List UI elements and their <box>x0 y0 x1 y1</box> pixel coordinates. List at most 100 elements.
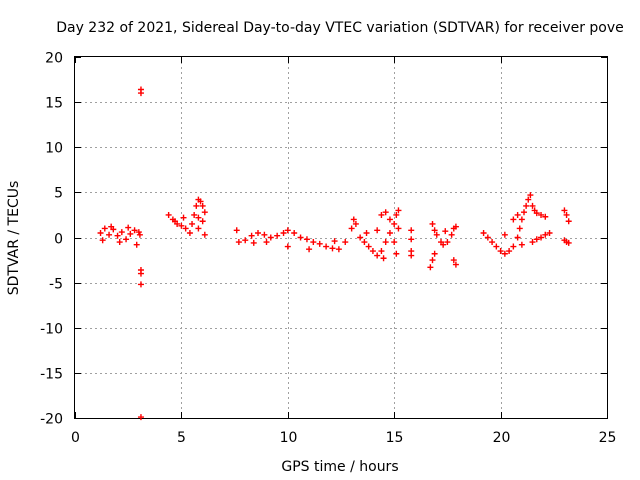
data-point <box>374 227 381 234</box>
chart-title: Day 232 of 2021, Sidereal Day-to-day VTE… <box>56 20 624 36</box>
data-point <box>431 227 438 234</box>
data-point <box>178 222 185 229</box>
data-point <box>533 210 540 217</box>
data-point <box>429 257 436 264</box>
data-point <box>267 234 274 241</box>
data-point <box>533 236 540 243</box>
data-point <box>510 243 517 250</box>
data-point <box>135 229 142 236</box>
data-point <box>136 231 143 238</box>
data-point <box>310 239 317 246</box>
data-point <box>248 232 255 239</box>
x-tick-label: 10 <box>280 430 298 446</box>
data-point <box>489 239 496 246</box>
x-tick-label: 0 <box>71 430 80 446</box>
y-tick-label: 5 <box>54 186 63 202</box>
data-point <box>561 207 568 214</box>
data-point <box>189 220 196 227</box>
data-point <box>452 261 459 268</box>
x-tick-label: 15 <box>386 430 404 446</box>
data-point <box>448 231 455 238</box>
data-point <box>565 218 572 225</box>
data-point <box>497 248 504 255</box>
series-group <box>561 207 572 246</box>
data-point <box>118 229 125 236</box>
data-point <box>97 229 104 236</box>
data-point <box>386 229 393 236</box>
series-group <box>233 227 349 253</box>
data-point <box>280 229 287 236</box>
data-point <box>538 234 545 241</box>
data-point <box>518 216 525 223</box>
data-point <box>186 229 193 236</box>
data-point <box>197 198 204 205</box>
series-group <box>348 207 402 262</box>
data-point <box>193 202 200 209</box>
data-point <box>523 202 530 209</box>
data-point <box>529 239 536 246</box>
data-point <box>99 237 106 244</box>
data-point <box>261 231 268 238</box>
data-point <box>131 227 138 234</box>
data-point <box>101 225 108 232</box>
series-group <box>137 86 144 421</box>
data-point <box>516 225 523 232</box>
data-point <box>450 257 457 264</box>
axis-ticks: 0 5 10 15 20 25 -20 -15 -10 -5 0 5 10 15 20 <box>40 51 616 447</box>
data-point <box>284 243 291 250</box>
data-point <box>235 239 242 246</box>
data-point <box>172 218 179 225</box>
data-point <box>374 252 381 259</box>
data-point <box>527 192 534 199</box>
data-point <box>365 243 372 250</box>
data-point <box>440 241 447 248</box>
data-point <box>433 231 440 238</box>
data-point <box>506 248 513 255</box>
data-point <box>493 243 500 250</box>
series-group <box>165 196 208 238</box>
data-point <box>123 236 130 243</box>
data-point <box>546 229 553 236</box>
data-point <box>514 234 521 241</box>
data-point <box>565 239 572 246</box>
data-point <box>521 209 528 216</box>
data-point <box>329 245 336 252</box>
data-point <box>510 216 517 223</box>
data-point <box>431 250 438 257</box>
x-tick-label: 5 <box>177 430 186 446</box>
data-point <box>395 225 402 232</box>
data-point <box>342 239 349 246</box>
data-point <box>250 239 257 246</box>
data-point <box>350 216 357 223</box>
series-group <box>427 220 459 271</box>
data-point <box>108 223 115 230</box>
data-point <box>348 225 355 232</box>
data-point <box>395 207 402 214</box>
data-point <box>137 281 144 288</box>
data-point <box>114 232 121 239</box>
data-point <box>452 223 459 230</box>
data-point <box>393 211 400 218</box>
data-point <box>180 214 187 221</box>
data-point <box>408 252 415 259</box>
data-point <box>501 250 508 257</box>
data-point <box>106 231 113 238</box>
y-tick-label: -15 <box>40 367 63 383</box>
gridlines <box>75 57 607 418</box>
y-tick-label: -20 <box>40 412 63 428</box>
data-point <box>291 229 298 236</box>
plot-frame <box>74 56 608 419</box>
data-point <box>480 229 487 236</box>
data-point <box>199 202 206 209</box>
data-point <box>357 234 364 241</box>
data-point <box>284 227 291 234</box>
data-point <box>542 231 549 238</box>
x-axis-label: GPS time / hours <box>281 459 398 475</box>
data-point <box>363 229 370 236</box>
y-tick-label: -10 <box>40 322 63 338</box>
data-point <box>303 236 310 243</box>
data-point <box>369 248 376 255</box>
data-point <box>125 224 132 231</box>
data-point <box>427 264 434 271</box>
